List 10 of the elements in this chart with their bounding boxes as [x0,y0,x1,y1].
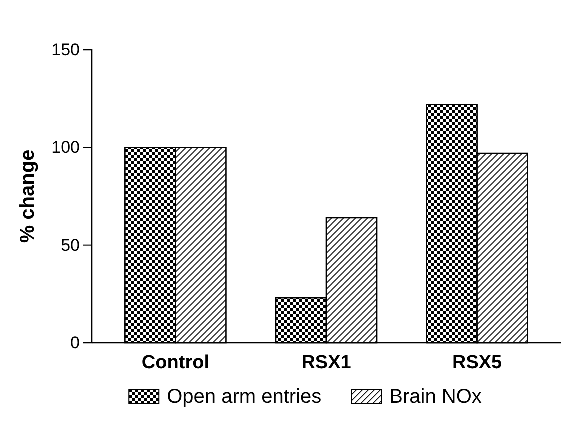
y-tick-label: 50 [61,236,80,255]
legend-label: Open arm entries [167,386,322,408]
x-tick-label: RSX5 [452,352,503,374]
legend-label: Brain NOx [390,386,482,408]
y-tick-label: 0 [70,333,80,352]
y-tick-label: 150 [52,40,80,60]
y-tick-label: 100 [52,138,80,158]
x-tick-label: Control [142,352,210,374]
y-axis-title: % change [17,150,39,244]
x-tick-label: RSX1 [302,352,352,374]
